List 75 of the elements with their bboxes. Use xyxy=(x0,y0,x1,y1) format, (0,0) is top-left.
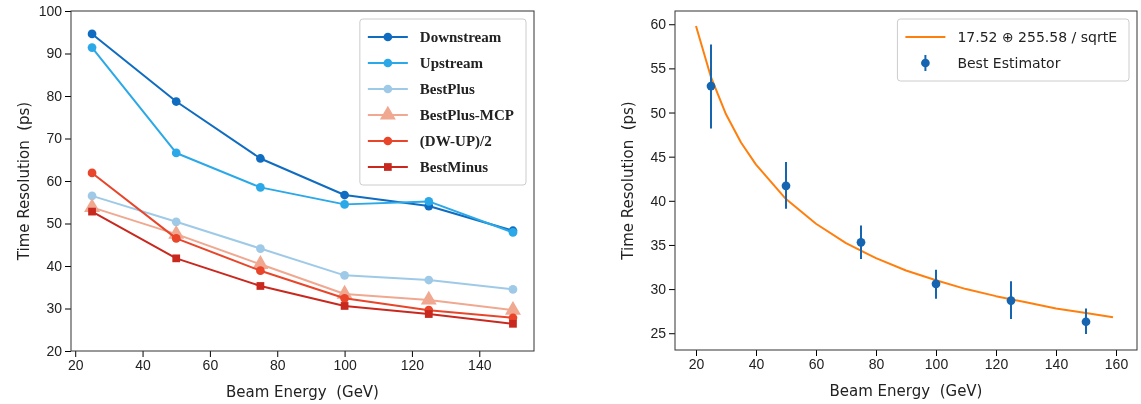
legend-label: (DW-UP)/2 xyxy=(419,133,492,150)
legend-label: Best Estimator xyxy=(957,55,1061,71)
y-axis-title: Time Resolution (ps) xyxy=(15,101,33,262)
x-tick-label: 140 xyxy=(468,356,492,373)
y-tick-label: 35 xyxy=(650,236,667,253)
point xyxy=(781,181,791,191)
point xyxy=(1006,296,1016,305)
y-tick-label: 60 xyxy=(46,172,63,189)
point xyxy=(1081,317,1091,327)
y-tick-label: 25 xyxy=(650,325,667,342)
point xyxy=(87,168,97,178)
point xyxy=(88,207,96,216)
y-tick-label: 40 xyxy=(46,257,63,274)
point xyxy=(256,282,265,290)
x-tick-label: 80 xyxy=(269,356,286,373)
point xyxy=(256,244,265,253)
point xyxy=(424,197,434,206)
x-tick-label: 100 xyxy=(924,355,949,372)
point xyxy=(424,310,433,318)
y-axis-title: Time Resolution (ps) xyxy=(619,101,637,261)
x-axis-title: Beam Energy (GeV) xyxy=(226,383,379,401)
y-tick-label: 60 xyxy=(650,16,667,33)
point xyxy=(171,217,181,227)
legend-label: BestPlus xyxy=(419,81,476,97)
y-tick-label: 20 xyxy=(46,342,63,359)
y-tick-label: 50 xyxy=(46,215,63,232)
x-tick-label: 40 xyxy=(748,355,765,372)
point xyxy=(340,293,349,303)
point xyxy=(256,266,265,276)
y-tick-label: 90 xyxy=(46,45,63,62)
point xyxy=(256,183,265,192)
point xyxy=(931,279,941,289)
legend-label: 17.52 ⊕ 255.58 / sqrtE xyxy=(957,29,1117,45)
x-axis-title: Beam Energy (GeV) xyxy=(829,382,983,400)
y-tick-label: 100 xyxy=(38,2,63,19)
x-tick-label: 120 xyxy=(984,355,1009,372)
point xyxy=(172,254,181,263)
y-tick-label: 40 xyxy=(650,192,667,209)
x-tick-label: 100 xyxy=(333,356,357,373)
y-tick-label: 80 xyxy=(46,87,63,104)
x-tick-label: 60 xyxy=(808,355,825,372)
x-tick-label: 120 xyxy=(400,356,425,373)
point xyxy=(508,285,518,294)
legend-label: BestMinus xyxy=(419,159,489,175)
point xyxy=(856,237,866,247)
x-tick-label: 80 xyxy=(868,355,885,372)
point xyxy=(87,191,97,201)
x-tick-label: 140 xyxy=(1044,355,1069,372)
point xyxy=(509,319,517,328)
y-tick-label: 30 xyxy=(46,300,63,317)
point xyxy=(171,234,181,243)
point xyxy=(87,43,97,52)
point xyxy=(340,200,349,209)
x-tick-label: 60 xyxy=(202,356,219,373)
point xyxy=(340,302,349,310)
x-tick-label: 20 xyxy=(688,355,705,372)
x-tick-label: 20 xyxy=(67,356,84,373)
legend-label: Downstream xyxy=(419,29,502,45)
y-tick-label: 50 xyxy=(650,104,667,121)
point xyxy=(87,29,97,39)
point xyxy=(256,154,265,163)
x-tick-label: 40 xyxy=(135,356,152,373)
point xyxy=(706,81,716,91)
point xyxy=(340,190,349,200)
y-tick-label: 55 xyxy=(650,60,667,77)
legend-label: BestPlus-MCP xyxy=(419,107,514,123)
x-tick-label: 160 xyxy=(1104,355,1129,372)
legend-label: Upstream xyxy=(419,55,484,71)
point xyxy=(171,97,181,106)
point xyxy=(171,148,181,158)
y-tick-label: 70 xyxy=(46,130,63,147)
y-tick-label: 45 xyxy=(650,148,667,165)
point xyxy=(340,270,349,280)
point xyxy=(424,275,434,285)
y-tick-label: 30 xyxy=(650,281,667,298)
